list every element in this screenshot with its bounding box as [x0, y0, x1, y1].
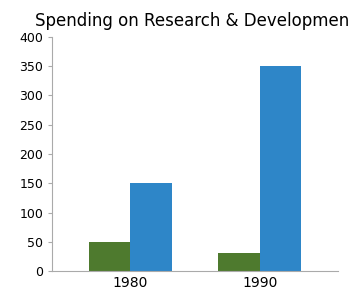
Bar [260, 66, 301, 271]
Bar [88, 242, 130, 271]
Title: Spending on Research & Development: Spending on Research & Development [34, 12, 348, 30]
Bar [130, 183, 172, 271]
Bar [218, 253, 260, 271]
